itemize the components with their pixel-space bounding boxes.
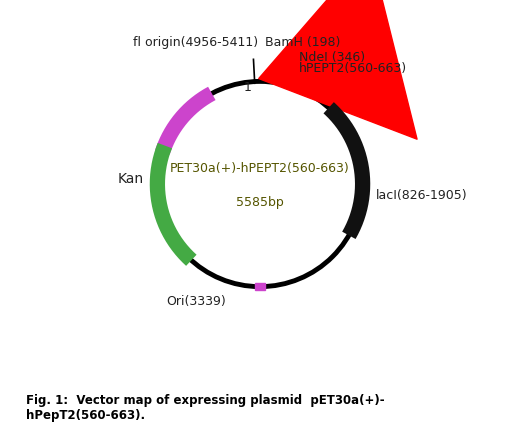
Text: BamH (198): BamH (198) — [265, 36, 341, 49]
Text: NdeI (346): NdeI (346) — [300, 51, 366, 64]
Text: hPEPT2(560-663): hPEPT2(560-663) — [300, 62, 408, 75]
Text: Fig. 1:  Vector map of expressing plasmid  pET30a(+)-
hPepT2(560-663).: Fig. 1: Vector map of expressing plasmid… — [26, 394, 385, 422]
Text: PET30a(+)-hPEPT2(560-663): PET30a(+)-hPEPT2(560-663) — [170, 162, 350, 175]
Text: 5585bp: 5585bp — [236, 196, 284, 209]
Text: 1: 1 — [244, 81, 252, 94]
Bar — [254, 283, 266, 291]
Text: fl origin(4956-5411): fl origin(4956-5411) — [134, 36, 258, 49]
Text: lacI(826-1905): lacI(826-1905) — [375, 190, 467, 203]
Text: Ori(3339): Ori(3339) — [166, 294, 226, 307]
Text: Kan: Kan — [118, 172, 144, 186]
